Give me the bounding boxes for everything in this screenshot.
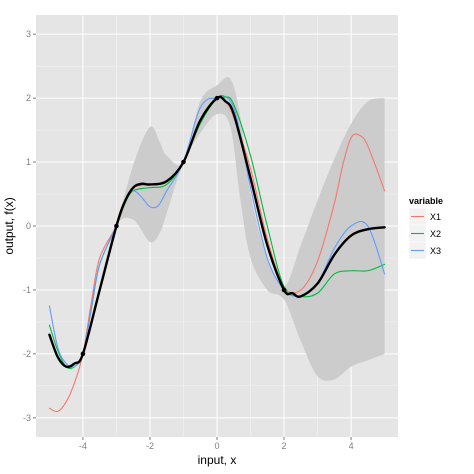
legend-label-x2: X2 [430,229,441,239]
y-axis-ticks: -3 -2 -1 0 1 2 3 [23,29,36,423]
y-tick-label: -2 [23,349,31,359]
y-tick-label: 3 [26,29,31,39]
x-tick-label: 4 [349,441,354,451]
confidence-ribbon [49,77,385,381]
points-layer [80,95,287,357]
observation-point [181,159,186,165]
observation-point [281,287,287,293]
legend-title: variable [409,196,443,206]
y-axis-title: output, f(x) [2,197,16,254]
observation-point [214,95,220,101]
y-tick-label: 1 [26,157,31,167]
x-tick-label: -4 [79,441,87,451]
x-tick-label: 2 [282,441,287,451]
y-tick-label: -1 [23,285,31,295]
series-line-mean [48,95,386,369]
x-tick-label: -2 [146,441,154,451]
observation-point [80,351,86,357]
observation-point [114,223,119,229]
x-axis-ticks: -4 -2 0 2 4 [79,437,354,451]
x-tick-label: 0 [214,441,219,451]
legend-label-x1: X1 [430,212,441,222]
y-tick-label: -3 [23,413,31,423]
y-tick-label: 2 [26,93,31,103]
legend-label-x3: X3 [430,246,441,256]
legend: variable X1 X2 X3 [408,196,443,260]
ribbon-layer [49,77,385,381]
y-tick-label: 0 [26,221,31,231]
x-axis-title: input, x [198,453,237,467]
series-layer [48,94,386,413]
